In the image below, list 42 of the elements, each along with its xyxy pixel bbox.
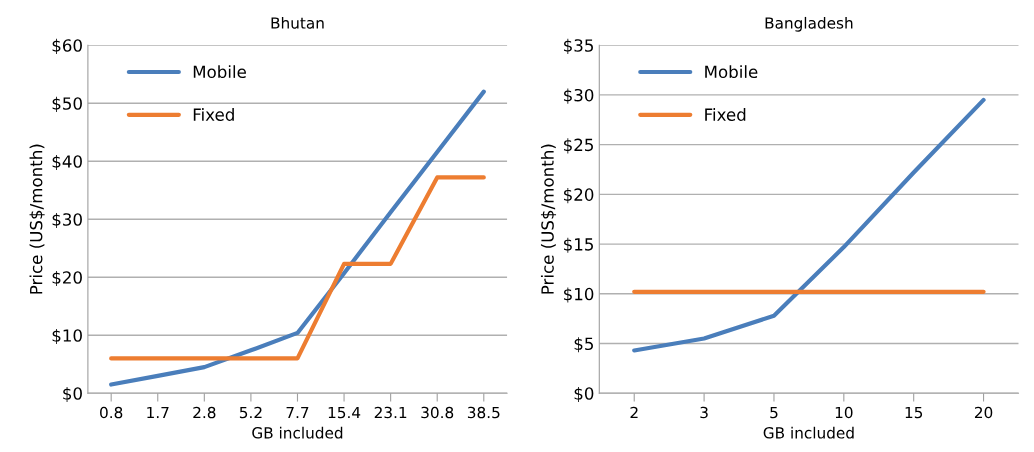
x-tick-label: 30.8 <box>421 406 454 419</box>
y-tick-label: $0 <box>574 386 594 403</box>
y-tick-label: $60 <box>52 38 82 54</box>
x-tick-label: 15.4 <box>328 406 361 419</box>
x-tick-label: 3 <box>700 406 708 419</box>
x-tick-label: 1.7 <box>147 406 169 419</box>
x-tick-label: 2 <box>630 406 638 419</box>
y-tick-label: $20 <box>564 188 594 204</box>
y-tick-label: $0 <box>63 386 82 403</box>
legend-label: Mobile <box>193 65 246 79</box>
x-tick-label: 5 <box>770 406 778 419</box>
x-tick-label: 20 <box>974 406 993 419</box>
x-tick-label: 0.8 <box>100 406 123 419</box>
y-tick-label: $10 <box>564 287 594 303</box>
x-tick-label: 5.2 <box>239 406 262 419</box>
y-tick-label: $30 <box>564 88 594 104</box>
y-tick-label: $20 <box>52 270 82 287</box>
y-tick-label: $50 <box>52 96 82 112</box>
y-tick-label: $10 <box>52 328 82 345</box>
y-tick-label: $5 <box>574 337 593 353</box>
line-series <box>632 97 986 353</box>
x-axis-title: GB included <box>252 426 343 439</box>
y-tick-label: $30 <box>52 212 82 228</box>
x-tick-label: 38.5 <box>467 406 500 419</box>
y-tick-label: $15 <box>564 237 593 253</box>
y-tick-label: $35 <box>564 38 593 54</box>
x-tick-label: 7.7 <box>286 406 309 419</box>
y-axis-title: Price (US$/month) <box>540 144 557 294</box>
x-tick-label: 2.8 <box>193 406 216 419</box>
x-tick-label: 23.1 <box>374 406 407 419</box>
x-axis-title: GB included <box>763 426 854 439</box>
legend-label: Mobile <box>705 65 758 79</box>
y-axis-title: Price (US$/month) <box>29 144 45 294</box>
legend-label: Fixed <box>193 108 234 121</box>
y-tick-label: $40 <box>52 154 82 170</box>
chart-title: Bhutan <box>271 16 324 29</box>
line-series <box>109 89 486 387</box>
legend-label: Fixed <box>705 108 746 121</box>
chart-title: Bangladesh <box>765 16 853 32</box>
x-tick-label: 15 <box>905 406 923 419</box>
y-tick-label: $25 <box>564 138 593 154</box>
x-tick-label: 10 <box>835 406 853 419</box>
